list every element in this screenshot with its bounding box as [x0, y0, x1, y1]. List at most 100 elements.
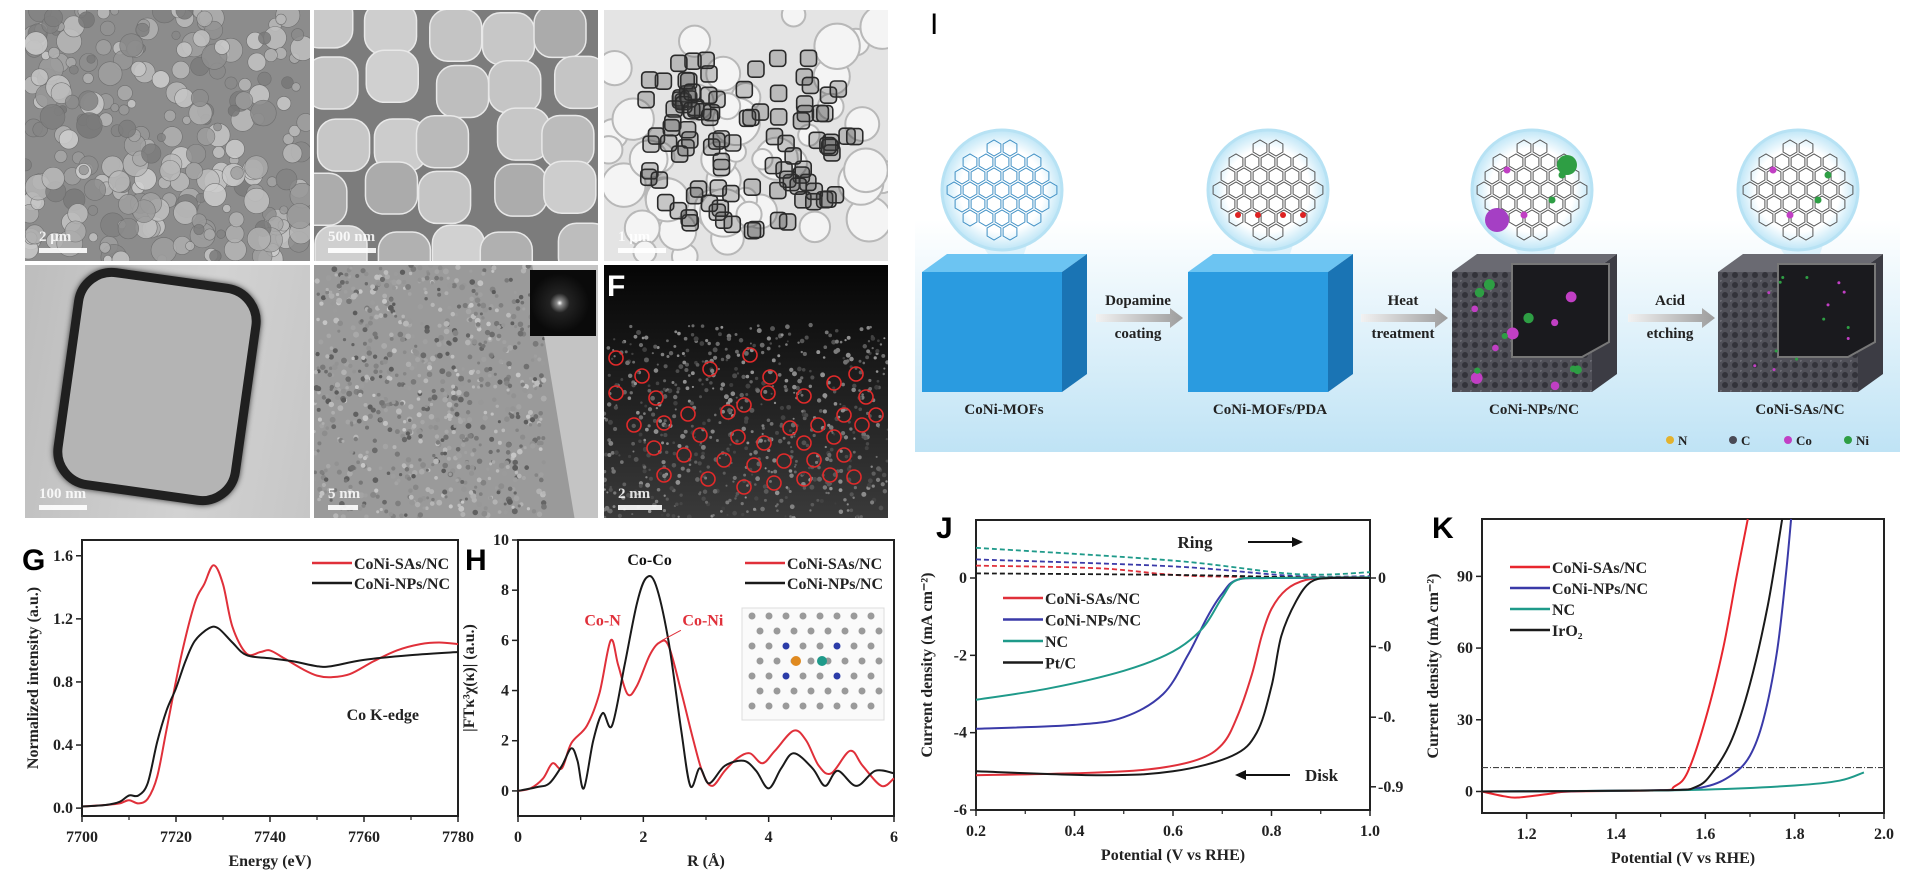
lattice-dot — [526, 507, 531, 511]
atom-dot — [843, 435, 849, 440]
lattice-dot — [501, 323, 506, 328]
lattice-dot — [375, 494, 380, 499]
lattice-dot — [451, 394, 458, 401]
particle — [171, 30, 181, 40]
atom-dot — [704, 500, 709, 504]
particle — [97, 61, 123, 86]
lattice-dot — [494, 294, 499, 298]
lattice-dot — [314, 385, 320, 392]
support-film-hole — [604, 135, 624, 165]
atom-dot — [789, 367, 794, 373]
lattice-dot — [386, 471, 391, 476]
lattice-atom — [816, 702, 824, 710]
atom-dot — [607, 419, 613, 425]
lattice-dot — [353, 331, 360, 338]
atom-dot — [882, 372, 886, 376]
lattice-dot — [392, 312, 396, 316]
texture — [604, 10, 888, 261]
particle — [275, 13, 287, 25]
lattice-dot — [316, 292, 320, 296]
atom-dot — [861, 491, 867, 497]
lattice-dot — [340, 388, 347, 394]
lattice-dot — [468, 317, 473, 323]
annotation-label: Co K-edge — [347, 707, 419, 724]
lattice-dot — [334, 382, 341, 388]
metal-site — [1483, 279, 1495, 291]
lattice-dot — [444, 415, 448, 420]
atom-dot — [654, 499, 659, 504]
lattice-hexagon — [1260, 153, 1276, 171]
metal-site — [1822, 317, 1826, 321]
lattice-dot — [517, 448, 523, 455]
lattice-dot — [473, 311, 478, 316]
lattice-dot — [478, 492, 483, 497]
atom-dot — [622, 482, 627, 487]
atom-dot — [638, 439, 642, 443]
atom-dot — [758, 438, 763, 443]
lattice-dot — [443, 451, 447, 456]
x-tick-label: 1.0 — [1360, 823, 1380, 840]
lattice-dot — [427, 362, 432, 367]
atom-dot — [604, 488, 606, 491]
atom-dot — [866, 326, 871, 330]
lattice-hexagon — [1532, 139, 1548, 157]
atom-dot — [864, 446, 869, 451]
atom-dot — [727, 408, 732, 413]
lattice-dot — [454, 368, 458, 373]
lattice-atom — [782, 672, 790, 680]
legend-label: NC — [1552, 602, 1575, 619]
scale-bar-label: 5 nm — [328, 486, 361, 502]
lattice-dot — [507, 366, 512, 370]
atom-dot — [697, 461, 702, 466]
lattice-atom — [858, 627, 866, 635]
lattice-hexagon — [1236, 195, 1252, 213]
lattice-hexagon — [1002, 195, 1018, 213]
atom-dot — [707, 418, 711, 423]
lattice-dot — [350, 325, 356, 331]
lattice-atom — [748, 612, 756, 620]
lattice-dot — [445, 351, 450, 356]
atom-dot — [822, 409, 827, 414]
lattice-dot — [496, 324, 501, 330]
lattice-dot — [450, 311, 456, 317]
lattice-dot — [389, 332, 394, 338]
hollow-particle — [801, 76, 820, 95]
particle — [25, 31, 49, 56]
atom-dot — [725, 484, 728, 487]
legend-label: CoNi-SAs/NC — [1045, 591, 1140, 608]
metal-site — [1837, 281, 1841, 285]
atom-dot — [636, 330, 642, 336]
particle — [54, 149, 68, 163]
particle — [203, 183, 227, 207]
atom-dot — [809, 484, 815, 490]
disk-label: Disk — [1305, 766, 1339, 785]
sem-image-a: 2 μm — [25, 10, 310, 261]
lattice-dot — [434, 275, 439, 281]
particle — [185, 241, 195, 251]
lattice-dot — [428, 424, 434, 430]
lattice-dot — [498, 303, 504, 308]
lattice-dot — [323, 477, 329, 482]
lattice-dot — [353, 355, 359, 361]
atom-dot — [753, 483, 757, 486]
lattice-dot — [451, 384, 456, 389]
atom-dot — [674, 408, 677, 411]
atom-dot — [808, 384, 813, 389]
lattice-dot — [454, 411, 460, 417]
lattice-dot — [394, 373, 399, 378]
hollow-particle — [640, 71, 659, 89]
particle — [230, 166, 244, 180]
single-atom-marker — [692, 427, 708, 443]
atom-dot — [663, 433, 668, 438]
lattice-dot — [364, 323, 370, 329]
particle — [288, 125, 301, 137]
lattice-atom — [833, 642, 841, 650]
lattice-dot — [409, 499, 415, 506]
atom-dot — [788, 469, 793, 473]
lattice-dot — [426, 272, 431, 276]
hollow-particle — [712, 158, 731, 177]
lattice-dot — [383, 408, 388, 413]
single-atom-marker — [730, 429, 746, 445]
cube-front-face — [922, 272, 1062, 392]
particle — [175, 10, 194, 20]
